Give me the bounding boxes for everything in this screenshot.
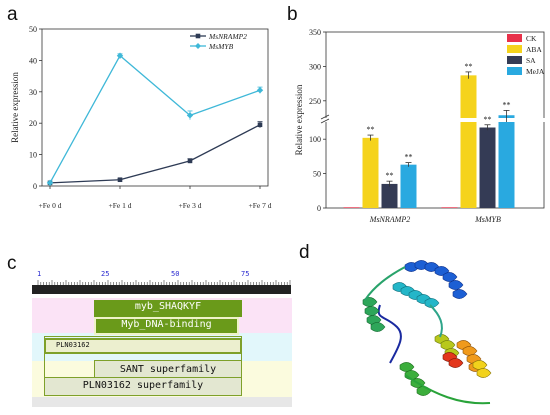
y-tick-label: 250 — [309, 97, 321, 106]
y-axis-label: Relative expression — [294, 84, 304, 155]
domain-myb-shaqkyf[interactable]: myb_SHAQKYF — [94, 300, 242, 317]
data-point — [187, 158, 193, 164]
protein-structure-image — [362, 260, 492, 405]
domain-pln03162[interactable]: PLN03162 — [44, 338, 242, 354]
significance-label: ** — [386, 171, 394, 180]
bar-SA — [479, 127, 496, 208]
legend-label: MeJA — [526, 67, 545, 76]
x-tick-label: +Fe 7 d — [249, 201, 272, 210]
bar-MeJA — [498, 115, 515, 208]
y-tick-label: 50 — [29, 25, 37, 34]
y-tick-label: 100 — [309, 135, 321, 144]
x-tick-label: +Fe 1 d — [109, 201, 132, 210]
data-point — [186, 112, 194, 119]
significance-label: ** — [367, 125, 375, 134]
y-tick-label: 0 — [33, 182, 37, 191]
x-tick-label: MsNRAMP2 — [369, 215, 410, 224]
legend-marker — [195, 43, 201, 49]
significance-label: ** — [484, 115, 492, 124]
ruler-bar — [32, 285, 291, 294]
bar-CK — [343, 207, 360, 208]
x-tick-label: +Fe 3 d — [179, 201, 202, 210]
bar-SA — [381, 183, 398, 208]
band-grey — [32, 397, 292, 407]
legend-label: MsNRAMP2 — [208, 32, 247, 41]
series-line-MsNRAMP2 — [49, 124, 261, 184]
y-tick-label: 350 — [309, 28, 321, 37]
y-tick-label: 30 — [29, 88, 37, 97]
panel-label-c: c — [7, 253, 17, 274]
bar-MeJA — [400, 164, 417, 208]
y-tick-label: 300 — [309, 62, 321, 71]
domain-map: 1 25 50 75 myb_SHAQKYF Myb_DNA-binding P… — [32, 258, 292, 410]
x-tick-label: MsMYB — [474, 215, 501, 224]
bar-break-gap — [459, 118, 478, 122]
legend-label: MsMYB — [208, 42, 234, 51]
domain-label: myb_SHAQKYF — [134, 301, 202, 312]
ruler-label-50: 50 — [171, 270, 180, 278]
bar-chart-b: 0 50 100 250 300 350 Relative expression MsNRAM… — [294, 28, 548, 224]
domain-label: PLN03162 superfamily — [82, 380, 204, 391]
y-tick-label: 20 — [29, 119, 37, 128]
y-tick-label: 40 — [29, 56, 37, 65]
axis-break-mark — [320, 114, 330, 120]
line-chart-a: 0 10 20 30 40 50 +Fe 0 d +Fe 1 d +Fe 3 d +Fe 7 d R… — [10, 25, 272, 210]
data-point — [117, 177, 123, 183]
legend-label: CK — [526, 34, 537, 43]
x-tick-label: +Fe 0 d — [39, 201, 62, 210]
bar-ABA — [362, 137, 379, 208]
y-tick-label: 50 — [313, 170, 321, 179]
legend-label: ABA — [526, 45, 542, 54]
panel-label-d: d — [299, 242, 310, 263]
y-axis-label: Relative expression — [10, 72, 20, 143]
significance-label: ** — [503, 100, 511, 109]
axis-break-gap — [320, 118, 548, 122]
bar-CK — [441, 207, 458, 208]
y-tick-label: 0 — [317, 204, 321, 213]
ruler-label-1: 1 — [37, 270, 42, 278]
legend-swatch — [507, 67, 522, 75]
legend-label: SA — [526, 56, 536, 65]
domain-label: SANT superfamily — [119, 364, 217, 375]
panel-label-a: a — [7, 4, 18, 25]
legend-swatch — [507, 56, 522, 64]
domain-myb-dna-binding[interactable]: Myb_DNA-binding — [94, 317, 239, 335]
ruler-ticks — [37, 280, 291, 285]
data-point — [116, 52, 124, 59]
significance-label: ** — [465, 62, 473, 71]
domain-pln03162-superfamily[interactable]: PLN03162 superfamily — [44, 377, 242, 396]
data-point — [46, 179, 54, 187]
data-point — [256, 87, 264, 94]
ruler-label-25: 25 — [101, 270, 110, 278]
panel-label-b: b — [287, 4, 298, 25]
domain-label: Myb_DNA-binding — [121, 319, 212, 330]
legend-swatch — [507, 45, 522, 53]
data-point — [257, 122, 263, 128]
legend-swatch — [507, 34, 522, 42]
y-tick-label: 10 — [29, 151, 37, 160]
ruler-label-75: 75 — [241, 270, 250, 278]
plot-frame — [41, 28, 269, 187]
bar-ABA — [460, 75, 477, 209]
legend-marker — [195, 33, 201, 39]
significance-label: ** — [405, 153, 413, 162]
domain-label: PLN03162 — [56, 341, 90, 349]
axis-break-mark — [320, 118, 330, 124]
series-line-MsMYB — [49, 54, 261, 184]
